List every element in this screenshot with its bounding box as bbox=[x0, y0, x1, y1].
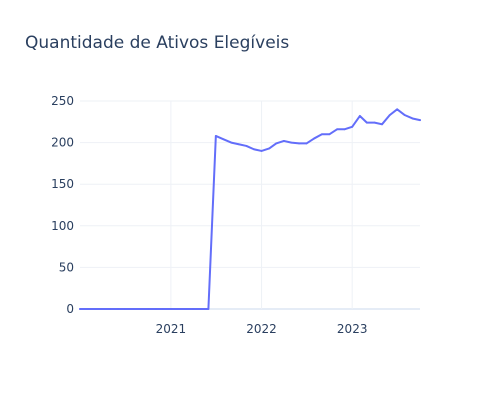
data-point bbox=[290, 141, 293, 144]
x-tick-label: 2022 bbox=[246, 322, 277, 336]
data-point bbox=[268, 147, 271, 150]
data-point bbox=[419, 119, 421, 122]
data-point bbox=[351, 125, 354, 128]
data-point bbox=[237, 143, 240, 146]
data-point bbox=[199, 308, 202, 310]
data-point bbox=[139, 308, 142, 310]
data-point bbox=[230, 141, 233, 144]
data-point bbox=[147, 308, 149, 310]
data-point bbox=[214, 135, 217, 137]
data-point bbox=[343, 128, 346, 131]
data-point bbox=[162, 308, 165, 310]
data-point bbox=[320, 133, 323, 136]
data-point bbox=[101, 308, 104, 310]
data-point bbox=[86, 308, 89, 310]
data-point bbox=[328, 133, 331, 136]
data-point bbox=[365, 121, 368, 124]
data-point bbox=[116, 308, 119, 310]
y-tick-label: 0 bbox=[66, 302, 74, 316]
data-point bbox=[260, 150, 263, 152]
y-tick-label: 50 bbox=[59, 260, 74, 274]
data-point bbox=[192, 308, 195, 310]
data-point bbox=[388, 114, 391, 117]
data-point bbox=[381, 123, 383, 126]
data-point bbox=[222, 138, 225, 141]
data-point bbox=[275, 142, 278, 145]
data-point bbox=[109, 308, 111, 310]
data-point bbox=[252, 148, 255, 151]
data-point bbox=[245, 145, 248, 147]
data-point bbox=[154, 308, 157, 310]
chart-title: Quantidade de Ativos Elegíveis bbox=[25, 33, 290, 53]
data-point bbox=[411, 117, 414, 120]
data-point bbox=[79, 308, 81, 310]
series-line bbox=[79, 108, 421, 310]
data-point bbox=[177, 308, 180, 310]
data-point bbox=[358, 115, 361, 117]
x-tick-label: 2023 bbox=[337, 322, 368, 336]
data-point bbox=[283, 140, 285, 142]
y-tick-label: 150 bbox=[51, 177, 74, 191]
y-tick-label: 200 bbox=[51, 136, 74, 150]
data-point bbox=[403, 114, 406, 117]
y-tick-label: 250 bbox=[51, 94, 74, 108]
data-point bbox=[207, 308, 210, 310]
y-tick-label: 100 bbox=[51, 219, 74, 233]
data-point bbox=[184, 308, 187, 310]
data-point bbox=[94, 308, 96, 310]
data-point bbox=[313, 137, 316, 140]
data-point bbox=[396, 108, 399, 111]
data-point bbox=[336, 128, 338, 131]
data-point bbox=[298, 142, 300, 145]
data-point bbox=[373, 121, 376, 124]
x-tick-label: 2021 bbox=[156, 322, 187, 336]
data-point bbox=[124, 308, 127, 310]
data-point bbox=[169, 308, 172, 310]
data-point bbox=[305, 142, 308, 145]
data-point bbox=[131, 308, 134, 310]
